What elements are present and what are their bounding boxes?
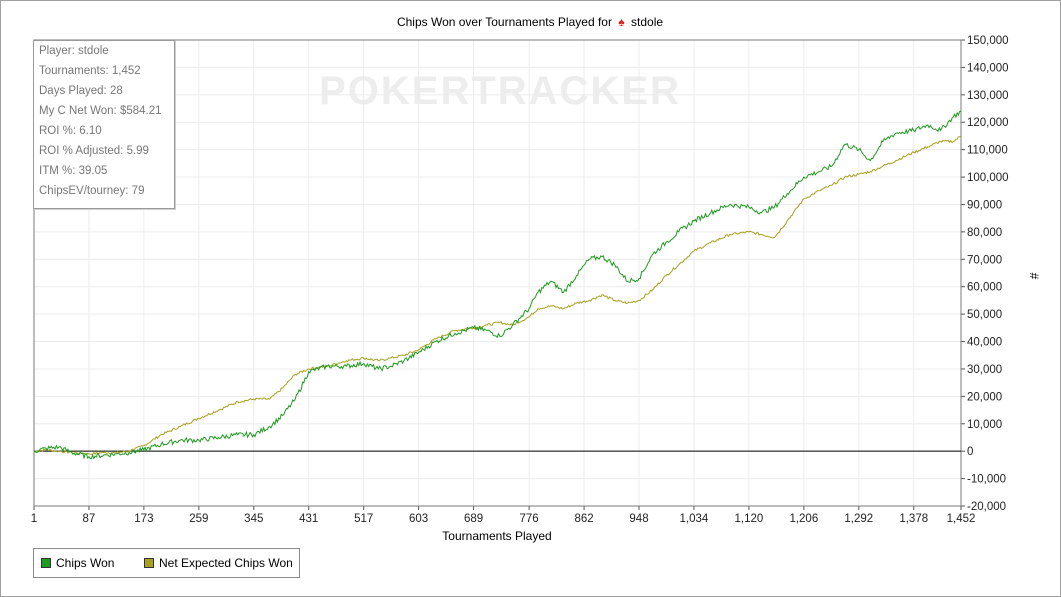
legend-label-net-expected: Net Expected Chips Won: [159, 556, 293, 570]
series-line-chips-won: [33, 110, 962, 460]
chart-title-text: Chips Won over Tournaments Played for: [397, 15, 612, 29]
y-tick-label: 50,000: [967, 309, 1002, 321]
x-tick-label: 173: [134, 513, 153, 525]
pokertracker-watermark: POKERTRACKER: [319, 69, 681, 113]
legend-item-chips-won[interactable]: Chips Won: [41, 556, 114, 570]
x-tick-label: 87: [83, 513, 96, 525]
y-tick-label: 140,000: [967, 62, 1009, 74]
x-tick-label: 431: [299, 513, 318, 525]
axes: -20,000 -10,000 0 10,000 20,000 30,000 40,000 5…: [31, 35, 1009, 525]
stat-player: Player: stdole: [39, 45, 109, 57]
legend-swatch-chips-won: [41, 558, 51, 568]
stat-tournaments: Tournaments: 1,452: [39, 65, 141, 77]
y-tick-label: 90,000: [967, 199, 1002, 211]
x-tick-label: 1: [31, 513, 37, 525]
chart-title-player: stdole: [631, 15, 663, 29]
y-tick-label: 20,000: [967, 391, 1002, 403]
spade-icon: ♠: [618, 15, 625, 29]
y-tick-label: 120,000: [967, 117, 1009, 129]
y-tick-label: 100,000: [967, 172, 1009, 184]
plot-border: [33, 39, 962, 507]
series: [33, 110, 962, 460]
legend-label-chips-won: Chips Won: [56, 556, 115, 570]
y-tick-label: 130,000: [967, 90, 1009, 102]
y-tick-label: 70,000: [967, 254, 1002, 266]
x-axis-title: Tournaments Played: [442, 529, 551, 543]
chart-title: Chips Won over Tournaments Played for ♠ …: [397, 15, 663, 29]
x-tick-label: 776: [520, 513, 539, 525]
x-tick-label: 345: [244, 513, 263, 525]
x-tick-label: 517: [354, 513, 373, 525]
stat-roi-adjusted: ROI % Adjusted: 5.99: [39, 145, 149, 157]
y-tick-label: 10,000: [967, 419, 1002, 431]
x-tick-label: 259: [189, 513, 208, 525]
legend-swatch-net-expected: [144, 558, 154, 568]
y-tick-label: 0: [967, 446, 973, 458]
stat-roi: ROI %: 6.10: [39, 125, 102, 137]
x-tick-label: 1,452: [947, 513, 976, 525]
y-tick-label: -20,000: [967, 501, 1006, 513]
x-tick-label: 1,378: [899, 513, 928, 525]
x-tick-label: 1,206: [789, 513, 818, 525]
x-tick-label: 689: [464, 513, 483, 525]
legend: Chips Won Net Expected Chips Won: [33, 548, 300, 578]
legend-item-net-expected[interactable]: Net Expected Chips Won: [144, 556, 293, 570]
y-tick-label: -10,000: [967, 474, 1006, 486]
y-axis-title: #: [1027, 273, 1041, 280]
stat-chips-ev: ChipsEV/tourney: 79: [39, 185, 145, 197]
stat-net-won: My C Net Won: $584.21: [39, 105, 162, 117]
x-tick-label: 1,034: [680, 513, 709, 525]
stats-box: Player: stdole Tournaments: 1,452 Days P…: [33, 40, 175, 209]
x-tick-label: 603: [409, 513, 428, 525]
y-tick-label: 150,000: [967, 35, 1009, 47]
x-tick-label: 1,120: [735, 513, 764, 525]
y-tick-label: 110,000: [967, 145, 1008, 157]
stat-days-played: Days Played: 28: [39, 85, 123, 97]
y-tick-label: 80,000: [967, 227, 1002, 239]
x-tick-label: 1,292: [844, 513, 873, 525]
y-tick-label: 60,000: [967, 282, 1002, 294]
x-tick-label: 948: [629, 513, 648, 525]
series-line-net-expected: [33, 135, 962, 456]
y-tick-label: 40,000: [967, 337, 1002, 349]
x-tick-label: 862: [574, 513, 593, 525]
y-tick-label: 30,000: [967, 364, 1002, 376]
stat-itm: ITM %: 39.05: [39, 165, 108, 177]
